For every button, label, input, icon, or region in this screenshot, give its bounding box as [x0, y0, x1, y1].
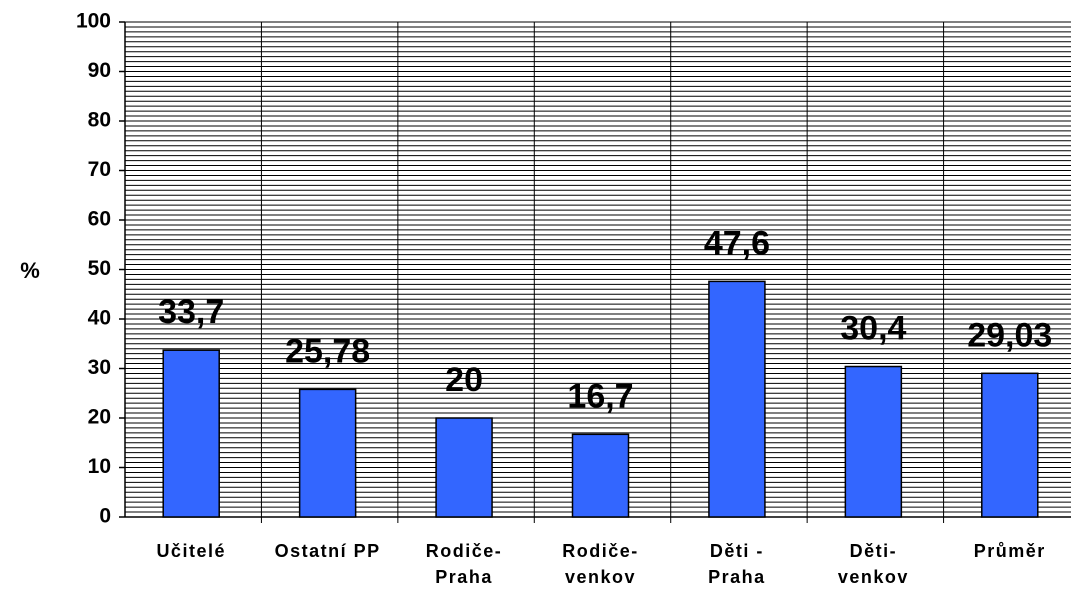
y-tick-label: 70 [88, 158, 111, 181]
x-tick-label: Děti-venkov [837, 541, 909, 587]
y-tick-label: 40 [88, 307, 111, 330]
y-tick-label: 50 [88, 257, 111, 280]
bar [571, 433, 630, 518]
y-tick-label: 10 [88, 455, 111, 478]
data-label: 33,7 [158, 293, 224, 331]
data-label: 29,03 [967, 316, 1052, 354]
bar [708, 280, 766, 518]
x-tick-label: Rodiče-Praha [425, 541, 503, 587]
x-tick-label: Ostatní PP [274, 541, 381, 561]
bar [162, 349, 220, 518]
y-tick-label: 80 [88, 109, 111, 132]
y-tick-label: 90 [88, 59, 111, 82]
data-label: 47,6 [704, 224, 770, 262]
bar [981, 372, 1039, 518]
x-tick-label: Průměr [973, 541, 1046, 561]
y-tick-label: 20 [88, 406, 111, 429]
bar [298, 388, 357, 518]
data-label: 30,4 [840, 310, 906, 348]
y-tick-label: 30 [88, 356, 111, 379]
data-label: 16,7 [567, 377, 633, 415]
x-tick-label: Učitelé [156, 541, 226, 561]
y-axis-label: % [20, 258, 40, 283]
data-label: 25,78 [285, 332, 370, 370]
y-tick-label: 0 [99, 505, 111, 528]
x-tick-label: Rodiče-venkov [562, 541, 639, 587]
y-tick-label: 100 [76, 10, 111, 33]
y-tick-label: 60 [88, 208, 111, 231]
data-label: 20 [445, 361, 483, 399]
bar [844, 365, 903, 518]
x-tick-label: Děti - Praha [708, 541, 766, 587]
bar [435, 417, 493, 518]
